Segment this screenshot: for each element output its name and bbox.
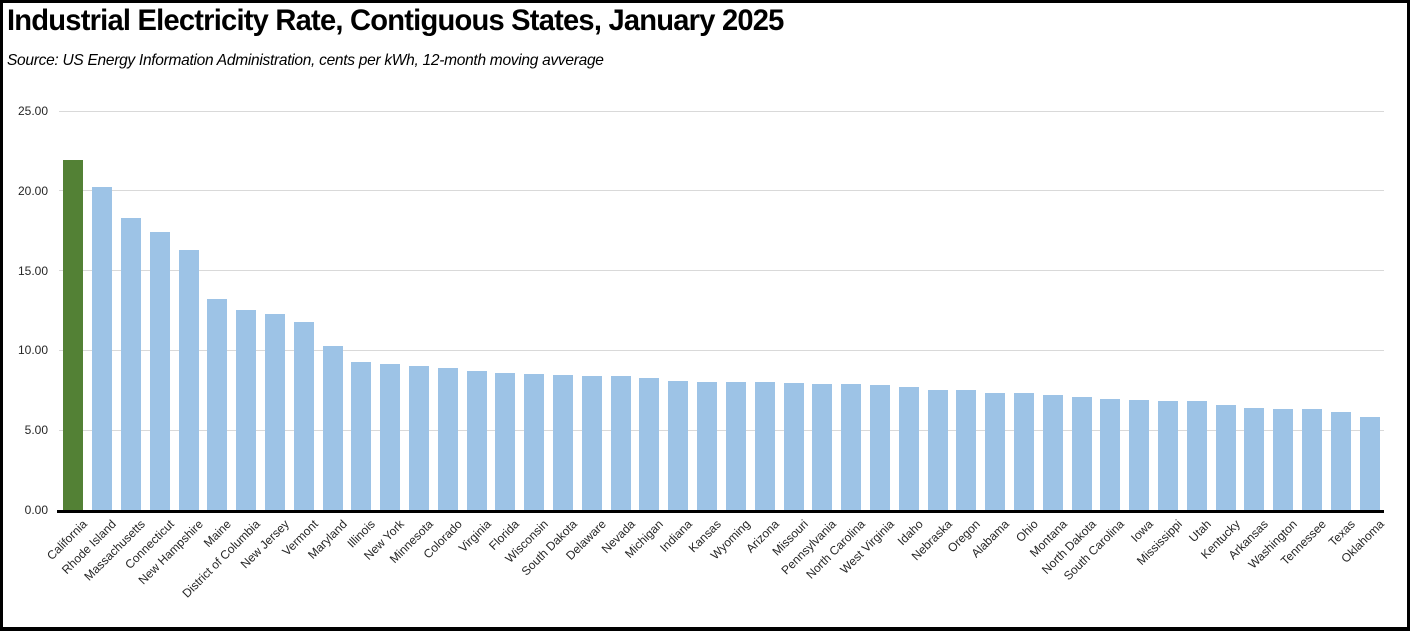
y-axis-tick-label: 5.00 [24, 423, 48, 438]
bar-district-of-columbia [236, 310, 256, 510]
bar-missouri [784, 383, 804, 510]
bar-north-dakota [1072, 397, 1092, 510]
bar-alabama [985, 393, 1005, 510]
bar-new-hampshire [179, 250, 199, 510]
gridline [59, 190, 1384, 192]
gridline [59, 349, 1384, 351]
bar-arkansas [1244, 408, 1264, 510]
bar-kentucky [1216, 405, 1236, 510]
bar-kansas [697, 382, 717, 510]
bar-montana [1043, 395, 1063, 510]
bar-connecticut [150, 232, 170, 510]
bar-arizona [755, 382, 775, 510]
bar-ohio [1014, 393, 1034, 510]
bar-utah [1187, 401, 1207, 510]
bar-illinois [351, 362, 371, 510]
gridline [59, 270, 1384, 272]
bar-new-york [380, 364, 400, 510]
bar-texas [1331, 412, 1351, 510]
y-axis-tick-label: 15.00 [17, 263, 48, 278]
bar-michigan [639, 378, 659, 510]
y-axis-tick-label: 0.00 [24, 503, 48, 517]
y-axis-tick-label: 10.00 [17, 343, 48, 358]
bar-iowa [1129, 400, 1149, 510]
bar-maryland [323, 346, 343, 510]
bar-indiana [668, 381, 688, 510]
chart-title: Industrial Electricity Rate, Contiguous … [7, 4, 784, 37]
bar-nebraska [928, 390, 948, 510]
y-axis-tick-label: 25.00 [17, 104, 48, 118]
bar-mississippi [1158, 401, 1178, 510]
bar-south-dakota [553, 375, 573, 510]
gridline [59, 429, 1384, 431]
bar-massachusetts [121, 218, 141, 510]
bar-vermont [294, 322, 314, 510]
x-axis-line [57, 510, 1384, 513]
bar-idaho [899, 387, 919, 510]
bar-delaware [582, 376, 602, 510]
chart-source-note: Source: US Energy Information Administra… [7, 52, 604, 69]
y-axis-tick-label: 20.00 [17, 183, 48, 198]
bar-north-carolina [841, 384, 861, 510]
bar-pennsylvania [812, 384, 832, 510]
bar-washington [1273, 409, 1293, 510]
bar-tennessee [1302, 409, 1322, 510]
bar-wyoming [726, 382, 746, 510]
bar-maine [207, 299, 227, 510]
bar-new-jersey [265, 314, 285, 510]
bar-florida [495, 373, 515, 510]
bar-west-virginia [870, 385, 890, 510]
bar-california [63, 160, 83, 510]
bar-oklahoma [1360, 417, 1380, 510]
bar-south-carolina [1100, 399, 1120, 510]
bar-colorado [438, 368, 458, 510]
bar-rhode-island [92, 187, 112, 510]
bar-minnesota [409, 366, 429, 510]
gridline [59, 110, 1384, 112]
bar-virginia [467, 371, 487, 510]
bar-wisconsin [524, 374, 544, 510]
bar-nevada [611, 376, 631, 510]
bar-oregon [956, 390, 976, 510]
